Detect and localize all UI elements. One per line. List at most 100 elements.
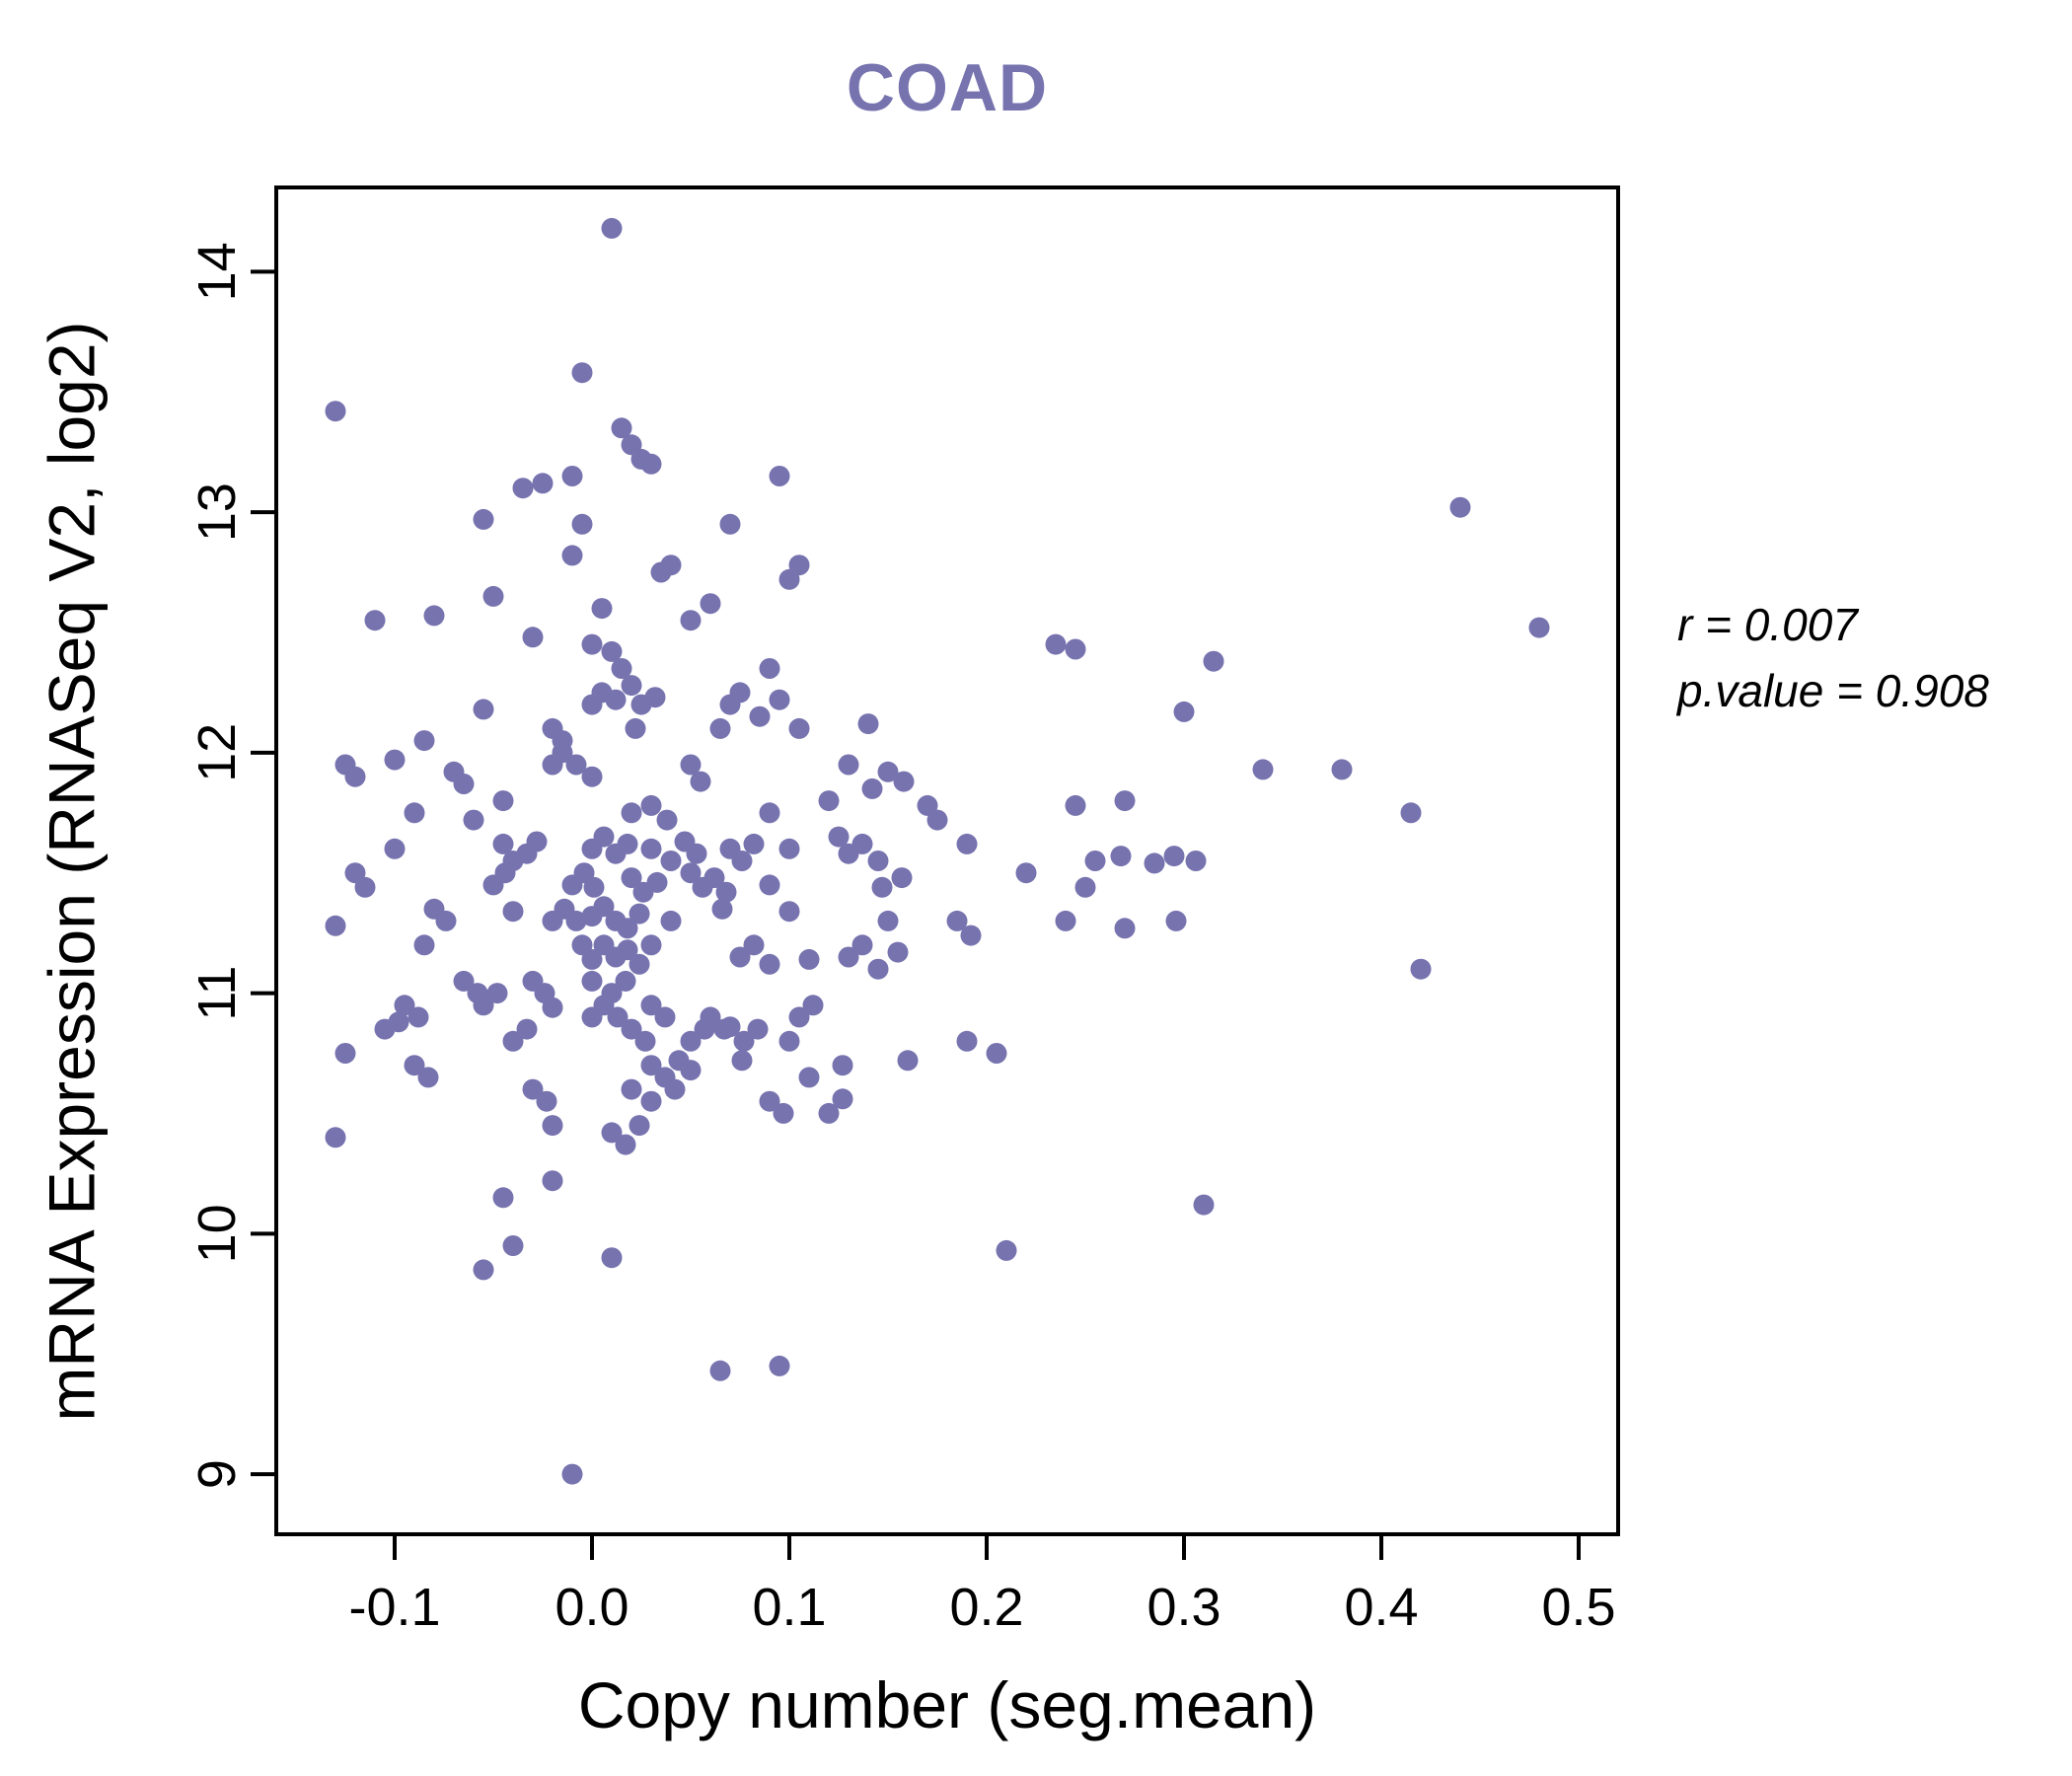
scatter-point [502,901,524,923]
scatter-point [325,401,346,422]
scatter-point [700,593,721,615]
scatter-point [581,948,603,970]
plot-box [274,185,1620,1536]
scatter-point [956,833,978,854]
scatter-point [561,1463,583,1485]
scatter-point [759,802,780,824]
scatter-point [435,910,457,931]
scatter-point [1203,650,1224,672]
scatter-point [747,1018,769,1040]
scatter-point [818,790,840,812]
scatter-point [769,466,790,486]
scatter-point [581,766,603,787]
scatter-point [621,1018,642,1040]
scatter-point [877,910,899,931]
scatter-point [719,513,741,535]
scatter-point [851,934,873,956]
scatter-point [621,1078,642,1100]
scatter-point [473,995,494,1016]
scatter-point [526,831,548,852]
scatter-point [871,876,893,898]
scatter-point [565,910,587,931]
scatter-point [656,809,678,831]
scatter-point [552,742,573,764]
chart-title: COAD [846,50,1049,125]
scatter-point [1084,851,1106,871]
scatter-point [946,910,968,931]
scatter-point [743,934,765,956]
scatter-point [561,545,583,566]
scatter-point [482,585,504,607]
scatter-point [788,717,810,739]
scatter-point [354,876,376,898]
scatter-point [601,217,623,239]
scatter-point [583,876,605,898]
scatter-point [986,1043,1007,1064]
y-axis-label: mRNA Expression (RNASeq V2, log2) [35,321,109,1422]
scatter-point [788,1006,810,1028]
scatter-point [571,362,593,384]
scatter-point [581,970,603,992]
scatter-point [561,466,583,486]
scatter-point [646,871,668,893]
scatter-point [593,826,615,848]
scatter-point [759,1090,780,1112]
y-tick-label: 9 [187,1459,247,1489]
scatter-point [486,983,508,1004]
scatter-point [686,843,707,864]
scatter-point [384,749,406,771]
scatter-point [861,777,883,799]
scatter-point [711,898,733,920]
scatter-point [601,640,623,662]
scatter-point [832,1055,853,1076]
scatter-point [1114,790,1136,812]
x-tick-label: 0.5 [1541,1578,1615,1637]
x-axis-label: Copy number (seg.mean) [577,1668,1317,1741]
scatter-point [605,689,627,710]
scatter-point [694,1018,715,1040]
scatter-point [617,939,638,961]
scatter-point [565,754,587,776]
scatter-point [996,1239,1017,1261]
y-tick-label: 10 [187,1204,247,1263]
scatter-point [502,1030,524,1052]
scatter-point [709,1360,731,1381]
scatter-point [542,1170,563,1192]
scatter-point [1114,918,1136,939]
scatter-point [917,794,938,816]
scatter-point [1331,759,1353,780]
stats-r-value: r = 0.007 [1677,599,1858,650]
scatter-point [388,1011,409,1033]
scatter-point [640,995,662,1016]
scatter-point [749,705,771,727]
scatter-point [802,995,824,1016]
scatter-point [743,833,765,854]
scatter-point [664,1078,686,1100]
scatter-point [788,555,810,576]
scatter-point [640,453,662,475]
scatter-point [877,761,899,782]
scatter-point [593,896,615,918]
scatter-point [703,867,725,889]
scatter-point [680,1030,702,1052]
scatter-point [571,513,593,535]
scatter-point [660,851,682,871]
scatter-point [591,598,613,620]
scatter-point [502,1235,524,1256]
scatter-point [384,838,406,859]
scatter-point [473,699,494,720]
scatter-point [897,1050,919,1072]
scatter-point [607,1006,629,1028]
scatter-point [709,717,731,739]
scatter-point [759,874,780,896]
scatter-point [818,1102,840,1124]
scatter-point [1163,846,1185,867]
scatter-point [729,946,751,968]
scatter-point [857,713,879,735]
scatter-point [1185,851,1207,871]
stats-p-value: p.value = 0.908 [1677,664,1989,716]
scatter-point [1065,794,1086,816]
scatter-point [532,473,554,494]
scatter-point [640,934,662,956]
scatter-point [680,862,702,884]
